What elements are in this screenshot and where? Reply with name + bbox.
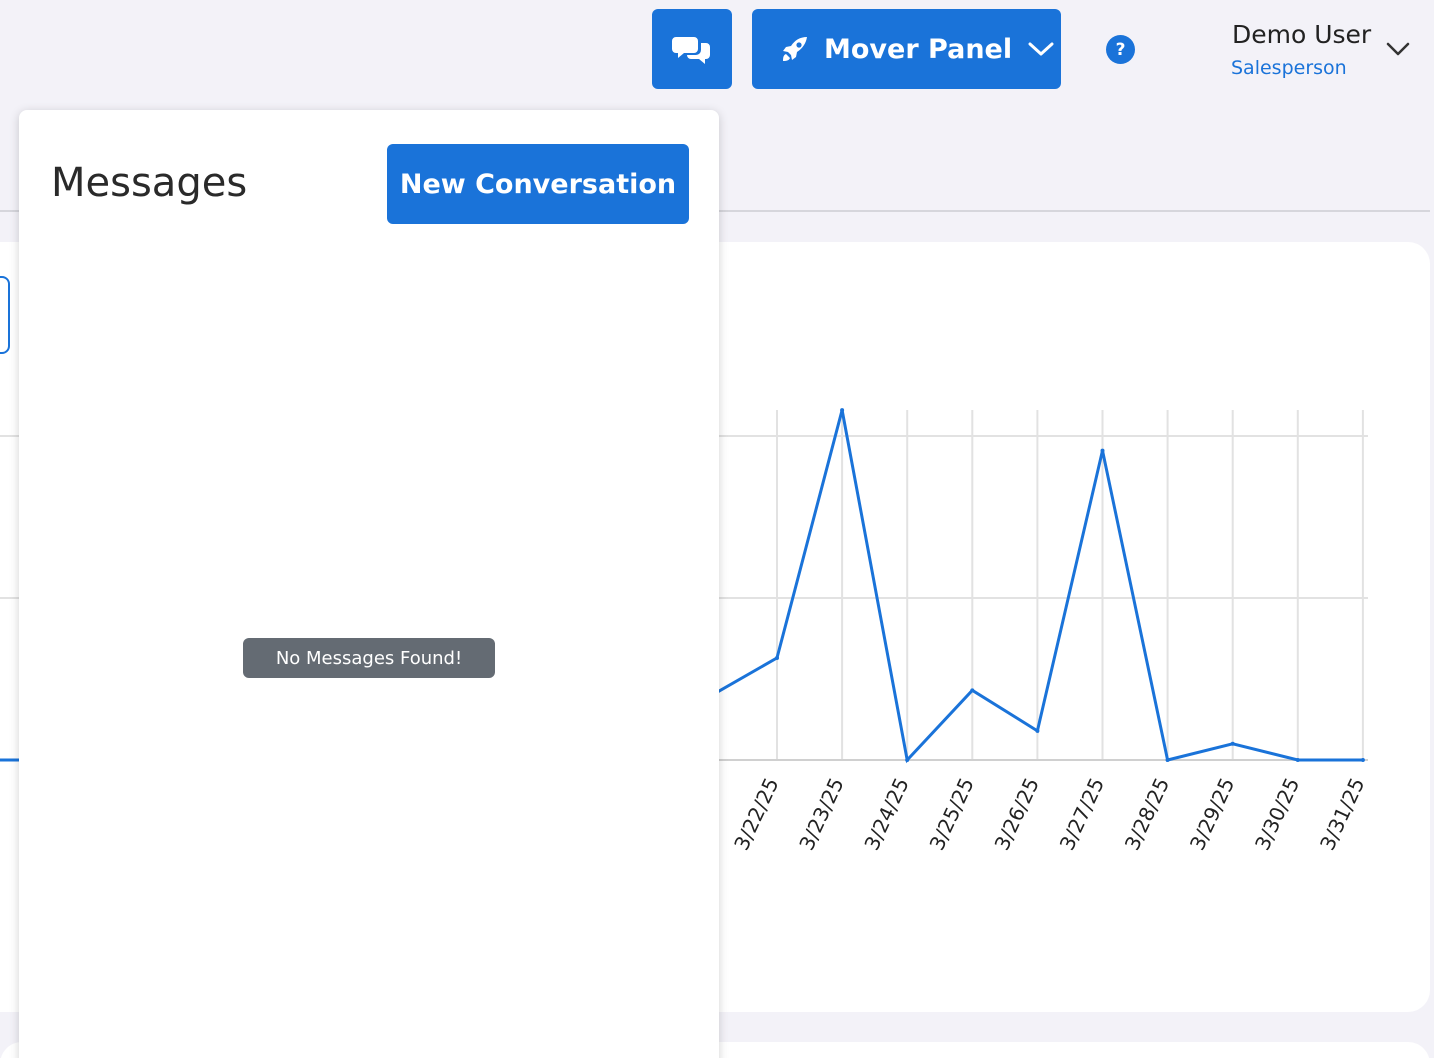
data-point: [905, 758, 910, 762]
new-conversation-button[interactable]: New Conversation: [387, 144, 689, 224]
mover-panel-button[interactable]: Mover Panel: [752, 9, 1061, 89]
user-menu-chevron-icon[interactable]: [1386, 41, 1410, 57]
data-point: [1360, 758, 1365, 762]
user-role: Salesperson: [1231, 57, 1347, 79]
empty-state-badge: No Messages Found!: [243, 638, 495, 678]
x-tick-label: 3/23/25: [794, 774, 848, 854]
partial-control[interactable]: [0, 276, 10, 354]
user-name[interactable]: Demo User: [1232, 20, 1372, 49]
messages-panel: Messages New Conversation No Messages Fo…: [19, 110, 719, 1058]
data-point: [1230, 741, 1235, 746]
mover-panel-label: Mover Panel: [824, 33, 1013, 65]
rocket-icon: [783, 37, 807, 61]
help-icon[interactable]: ?: [1106, 35, 1135, 64]
chevron-down-icon: [1028, 42, 1054, 56]
data-point: [1100, 448, 1105, 453]
x-tick-label: 3/30/25: [1250, 774, 1304, 854]
data-point: [1035, 728, 1040, 733]
x-tick-label: 3/31/25: [1315, 774, 1369, 854]
data-point: [840, 408, 845, 413]
x-tick-label: 3/22/25: [729, 774, 783, 854]
x-tick-label: 3/27/25: [1055, 774, 1109, 854]
x-tick-label: 3/25/25: [924, 774, 978, 854]
x-tick-label: 3/26/25: [990, 774, 1044, 854]
x-tick-label: 3/29/25: [1185, 774, 1239, 854]
chat-bubbles-icon: [672, 37, 710, 64]
chat-button[interactable]: [652, 9, 732, 89]
data-point: [1295, 758, 1300, 762]
x-tick-label: 3/24/25: [859, 774, 913, 854]
data-point: [1165, 758, 1170, 762]
data-point: [775, 655, 779, 660]
x-tick-label: 3/28/25: [1120, 774, 1174, 854]
messages-title: Messages: [51, 160, 248, 206]
data-point: [970, 688, 975, 693]
